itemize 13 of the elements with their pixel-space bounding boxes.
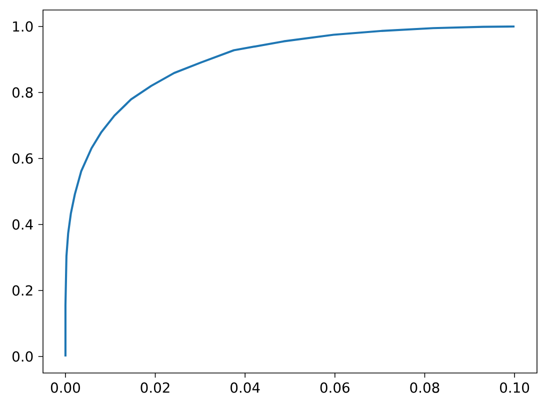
x-tick-label: 0.04 — [230, 382, 260, 393]
x-tick-label: 0.08 — [410, 382, 440, 393]
y-tick-label: 0.6 — [12, 153, 33, 164]
y-tick-label: 1.0 — [13, 21, 33, 32]
y-tick-label: 0.4 — [12, 219, 33, 230]
x-tick-label: 0.10 — [500, 382, 530, 393]
x-tick-label: 0.02 — [140, 382, 170, 393]
line-series — [64, 25, 516, 358]
y-tick-label: 0.2 — [12, 285, 32, 296]
y-tick-label: 0.8 — [12, 87, 33, 98]
x-tick-label: 0.00 — [50, 382, 80, 393]
x-tick-label: 0.06 — [320, 382, 350, 393]
y-tick-label: 0.0 — [12, 351, 33, 362]
